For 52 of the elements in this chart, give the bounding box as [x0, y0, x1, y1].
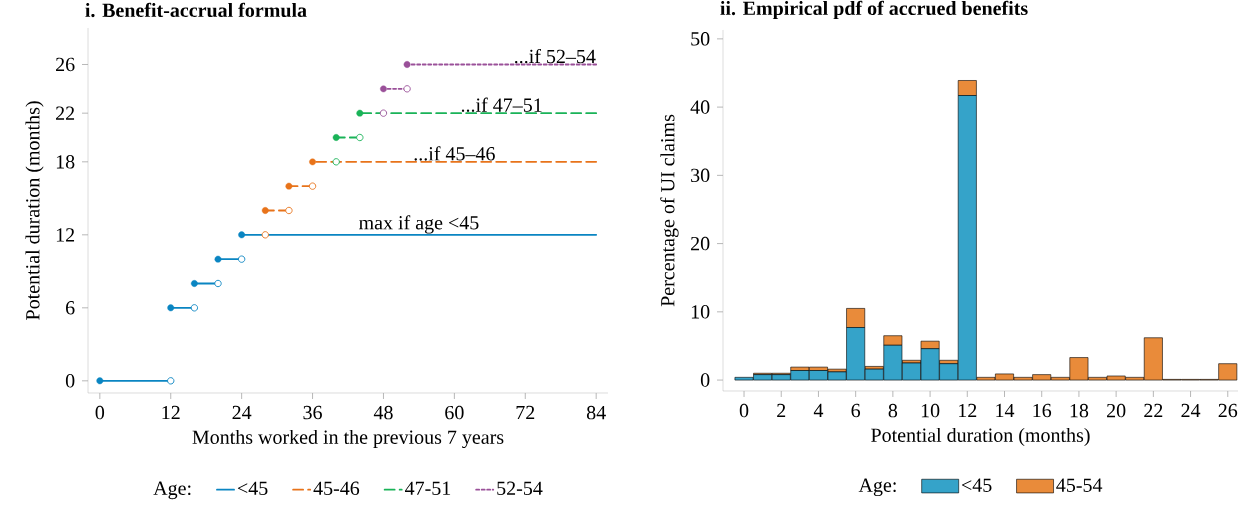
- legend-label: 45-54: [1056, 478, 1103, 492]
- x-tick-label: 48: [373, 405, 393, 420]
- x-tick-label: 20: [1107, 403, 1126, 418]
- x-tick-label: 26: [1218, 403, 1238, 418]
- chart-title: i. Benefit-accrual formula: [85, 2, 307, 18]
- annotation: ...if 45–46: [414, 146, 495, 161]
- x-tick-label: 8: [888, 403, 898, 418]
- y-tick-label: 0: [700, 373, 710, 387]
- y-tick-label: 20: [691, 236, 710, 251]
- y-tick-label: 18: [56, 155, 75, 169]
- y-tick-label: 50: [691, 32, 710, 46]
- x-tick-label: 18: [1070, 403, 1089, 418]
- x-tick-label: 10: [921, 403, 940, 418]
- legend-label: 45-46: [313, 481, 360, 496]
- legend-title: Age:: [153, 481, 191, 500]
- x-tick-label: 4: [813, 403, 824, 418]
- legend-label: <45: [237, 481, 268, 495]
- legend-label: <45: [961, 478, 992, 492]
- x-tick-label: 12: [162, 405, 180, 420]
- annotation: ...if 52–54: [515, 48, 596, 64]
- x-tick-label: 72: [516, 405, 535, 420]
- x-axis-title: Potential duration (months): [871, 427, 1090, 447]
- y-tick-label: 10: [691, 305, 710, 319]
- x-tick-label: 24: [1181, 403, 1201, 418]
- x-tick-label: 22: [1144, 403, 1163, 418]
- x-tick-label: 14: [996, 403, 1015, 418]
- x-tick-label: 36: [303, 405, 322, 420]
- x-axis-title: Months worked in the previous 7 years: [192, 429, 504, 449]
- legend-title: Age:: [858, 478, 896, 497]
- y-tick-label: 30: [691, 168, 710, 183]
- x-tick-label: 16: [1033, 403, 1052, 418]
- y-axis-title: Percentage of UI claims: [660, 114, 679, 307]
- annotation: max if age <45: [359, 215, 479, 234]
- x-tick-label: 2: [777, 403, 786, 418]
- legend-label: 47-51: [405, 481, 451, 495]
- y-tick-label: 26: [56, 57, 75, 72]
- legend-label: 52-54: [497, 481, 543, 496]
- y-tick-label: 0: [65, 374, 75, 388]
- x-tick-label: 84: [586, 405, 606, 420]
- y-tick-label: 12: [56, 228, 75, 242]
- y-axis-title: Potential duration (months): [25, 101, 44, 320]
- chart-title: ii. Empirical pdf of accrued benefits: [720, 0, 1028, 20]
- x-tick-label: 60: [445, 405, 464, 420]
- x-tick-label: 24: [232, 405, 252, 420]
- x-tick-label: 0: [95, 405, 105, 420]
- y-tick-label: 40: [690, 100, 710, 114]
- y-tick-label: 22: [56, 106, 75, 120]
- x-tick-label: 6: [851, 403, 861, 418]
- y-tick-label: 6: [66, 301, 75, 315]
- annotation: ...if 47–51: [461, 97, 542, 112]
- x-tick-label: 0: [739, 403, 749, 418]
- x-tick-label: 12: [959, 403, 977, 418]
